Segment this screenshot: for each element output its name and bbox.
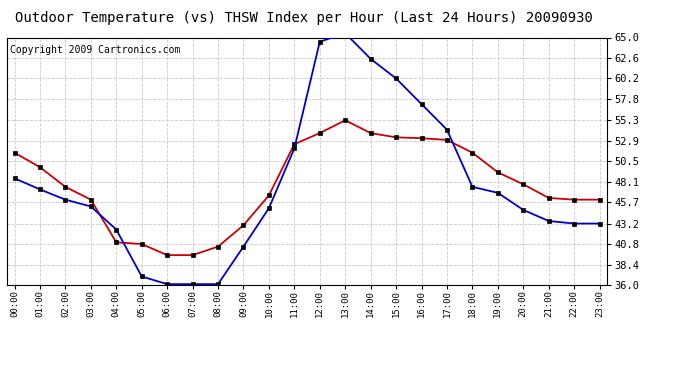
Text: Copyright 2009 Cartronics.com: Copyright 2009 Cartronics.com bbox=[10, 45, 180, 55]
Text: Outdoor Temperature (vs) THSW Index per Hour (Last 24 Hours) 20090930: Outdoor Temperature (vs) THSW Index per … bbox=[14, 11, 593, 25]
